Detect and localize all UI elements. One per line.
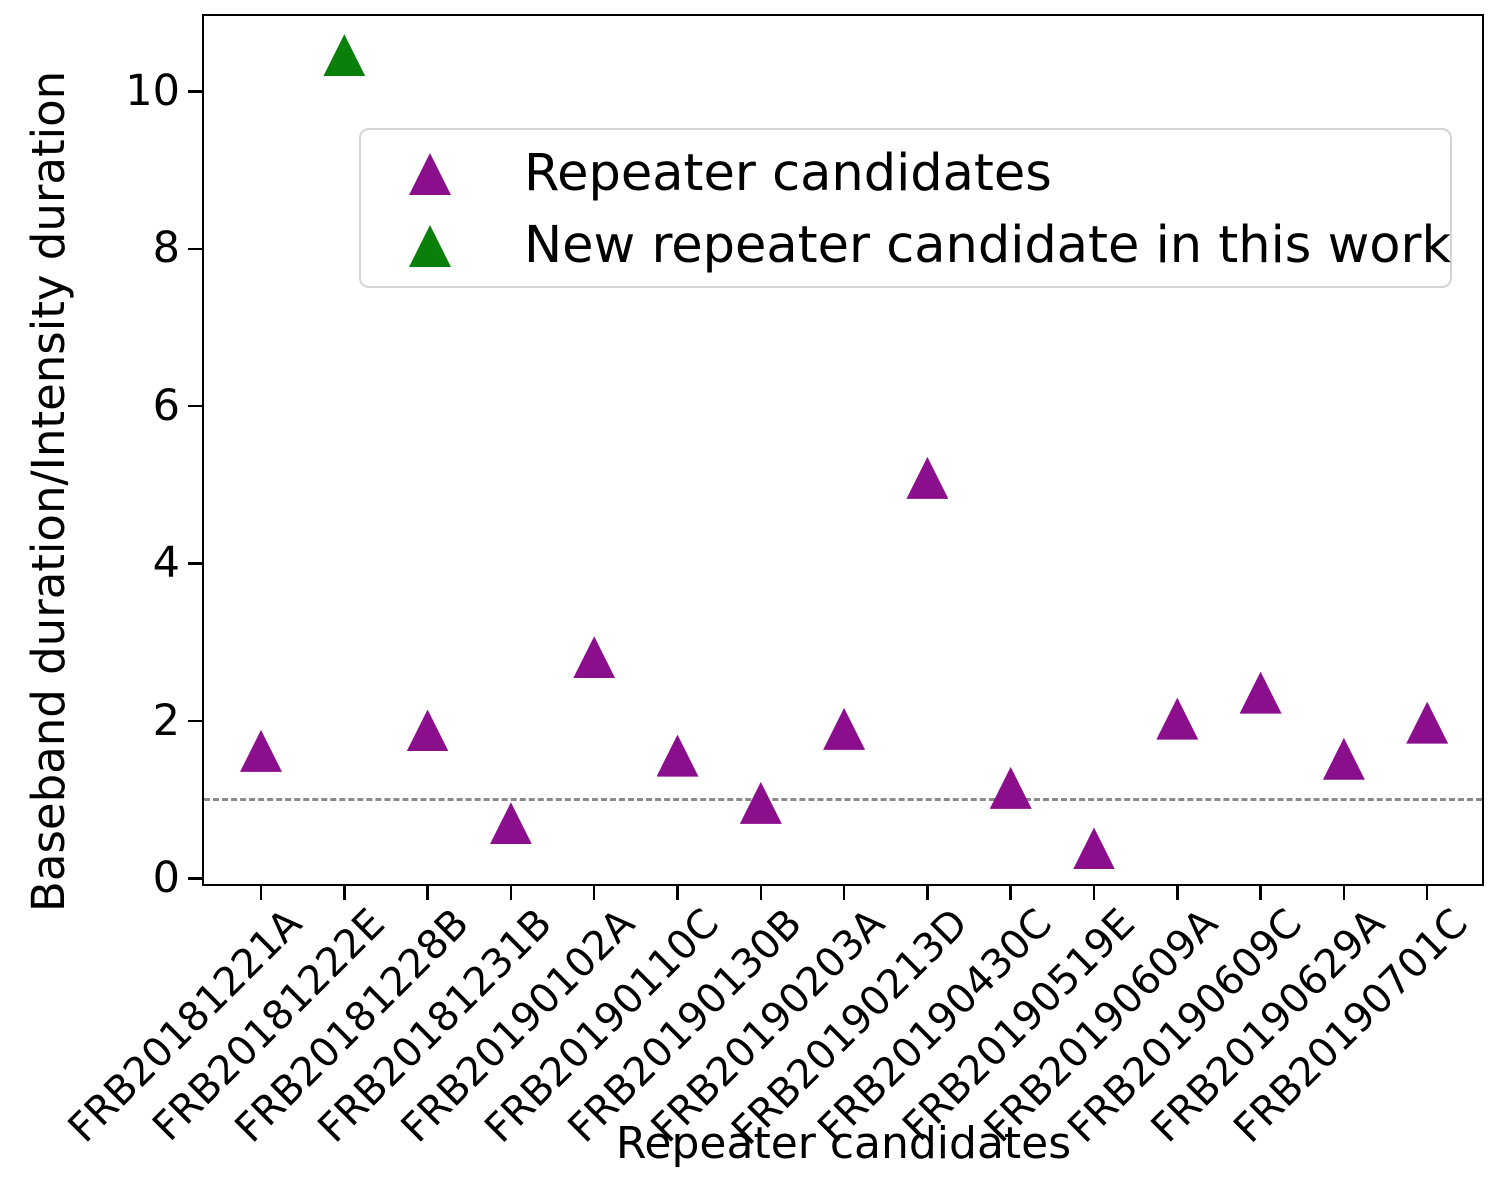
x-tick-mark [1259, 886, 1262, 900]
reference-line-y1 [204, 798, 1482, 802]
x-tick-mark [426, 886, 429, 900]
y-tick-label: 8 [152, 223, 180, 274]
legend-item-repeater-candidates: Repeater candidates [361, 138, 1450, 210]
legend-label: New repeater candidate in this work [524, 216, 1451, 275]
y-tick-mark [188, 719, 202, 723]
x-tick-mark [1342, 886, 1346, 900]
purple-triangle-icon [409, 153, 451, 195]
y-tick-mark [188, 562, 202, 565]
legend: Repeater candidates New repeater candida… [359, 128, 1452, 288]
x-tick-mark [592, 886, 596, 900]
x-tick-mark [842, 886, 846, 900]
x-tick-mark [259, 886, 263, 900]
x-axis-label: Repeater candidates [615, 1118, 1072, 1169]
x-tick-mark [1425, 886, 1429, 900]
y-tick-label: 10 [125, 65, 180, 116]
y-tick-mark [188, 404, 202, 408]
y-tick-mark [188, 247, 202, 251]
y-tick-label: 0 [152, 852, 180, 903]
y-tick-mark [188, 877, 202, 880]
y-axis-label: Baseband duration/Intensity duration [22, 70, 75, 912]
y-tick-label: 2 [152, 695, 180, 746]
legend-item-new-repeater-candidate: New repeater candidate in this work [361, 210, 1451, 282]
legend-label: Repeater candidates [524, 144, 1052, 203]
x-tick-mark [1009, 886, 1012, 900]
x-tick-mark [759, 886, 763, 900]
x-tick-mark [1092, 886, 1096, 900]
y-tick-mark [188, 90, 202, 93]
x-tick-mark [926, 886, 929, 900]
y-tick-label: 4 [152, 538, 180, 589]
x-tick-mark [1176, 886, 1179, 900]
x-tick-mark [676, 886, 679, 900]
green-triangle-icon [409, 225, 451, 267]
x-tick-mark [343, 886, 346, 900]
x-tick-mark [509, 886, 513, 900]
y-tick-label: 6 [152, 380, 180, 431]
